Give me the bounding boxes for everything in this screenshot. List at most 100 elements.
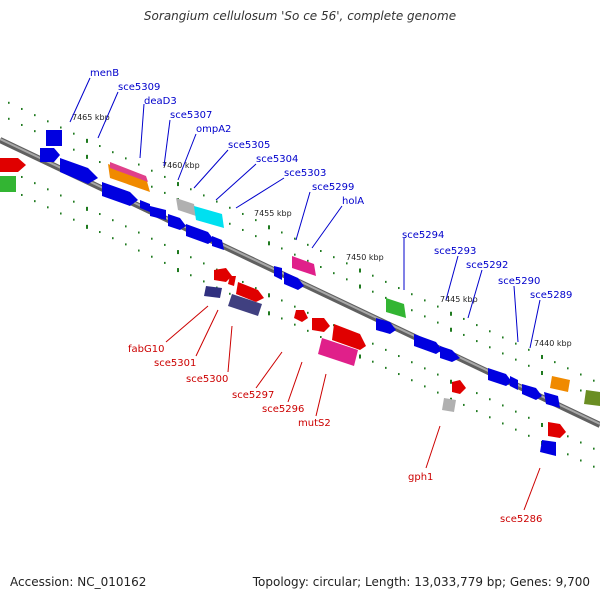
gene-feature[interactable]	[110, 162, 148, 182]
gene-label: holA	[342, 196, 364, 207]
track-tick-mark	[21, 175, 23, 178]
gene-feature[interactable]	[540, 440, 556, 456]
track-tick-mark	[255, 235, 257, 238]
gene-feature[interactable]	[386, 298, 406, 318]
gene-feature[interactable]	[60, 158, 98, 184]
track-tick-mark	[34, 114, 36, 117]
track-tick-mark	[164, 175, 166, 178]
gene-feature[interactable]	[442, 398, 456, 412]
track-tick-mark	[216, 200, 218, 203]
track-tick-mark	[164, 243, 166, 246]
track-tick-mark	[47, 120, 49, 123]
track-tick-mark	[294, 253, 296, 256]
gene-feature[interactable]	[550, 376, 570, 392]
gene-feature[interactable]	[228, 276, 236, 286]
track-tick-mark	[320, 250, 322, 252]
track-tick-mark	[476, 324, 478, 327]
gene-feature[interactable]	[194, 206, 224, 228]
track-tick-mark	[372, 342, 374, 345]
track-tick-mark	[281, 231, 283, 234]
gene-feature[interactable]	[452, 380, 466, 394]
gene-feature[interactable]	[228, 294, 262, 316]
track-tick-mark	[333, 272, 335, 275]
track-tick-mark	[580, 373, 582, 376]
track-tick-mark	[385, 296, 387, 299]
upper-gene-label-text: menB sce5309 deaD3 sce5307 ompA2 sce5305…	[90, 68, 572, 301]
track-tick-mark	[112, 151, 114, 154]
track-tick-mark	[8, 101, 10, 104]
track-tick-mark	[463, 317, 465, 320]
gene-feature[interactable]	[212, 236, 224, 250]
upper-gene-labels	[69, 77, 541, 349]
track-tick-mark	[164, 191, 166, 194]
track-tick-mark	[489, 416, 491, 419]
track-tick-mark	[8, 117, 10, 120]
gene-feature[interactable]	[0, 176, 16, 192]
gene-feature[interactable]	[40, 148, 60, 162]
track-tick-mark	[268, 311, 270, 316]
track-tick-mark	[177, 182, 179, 187]
track-tick-mark	[515, 342, 517, 345]
scale-tick-label: 7440 kbp	[534, 339, 572, 348]
track-tick-mark	[112, 237, 114, 240]
gene-feature[interactable]	[140, 200, 150, 212]
gene-feature[interactable]	[284, 272, 304, 290]
gene-feature[interactable]	[102, 182, 138, 206]
gene-feature[interactable]	[414, 334, 442, 354]
track-tick-mark	[229, 222, 231, 225]
track-tick-mark	[437, 305, 439, 308]
gene-feature[interactable]	[168, 214, 186, 230]
gene-feature[interactable]	[488, 368, 512, 386]
gene-feature[interactable]	[584, 390, 600, 406]
gene-feature[interactable]	[440, 346, 460, 362]
track-tick-mark	[359, 284, 361, 289]
track-tick-mark	[372, 360, 374, 363]
track-tick-mark	[125, 225, 127, 228]
track-tick-mark	[242, 212, 244, 215]
track-tick-mark	[138, 163, 140, 166]
gene-feature[interactable]	[294, 310, 308, 322]
gene-feature[interactable]	[214, 268, 232, 282]
track-tick-mark	[242, 280, 244, 283]
track-tick-mark	[73, 218, 75, 221]
gene-feature[interactable]	[236, 282, 264, 302]
track-tick-mark	[346, 278, 348, 281]
gene-feature[interactable]	[332, 324, 366, 350]
track-tick-mark	[463, 403, 465, 406]
gene-feature[interactable]	[176, 198, 196, 216]
gene-feature[interactable]	[204, 286, 222, 298]
gene-label: sce5299	[312, 182, 354, 193]
gene-feature[interactable]	[312, 318, 330, 332]
scale-tick-label: 7465 kbp	[72, 113, 110, 122]
track-tick-mark	[164, 261, 166, 264]
gene-feature[interactable]	[522, 384, 542, 400]
gene-feature[interactable]	[544, 392, 560, 408]
gene-label: sce5297	[232, 390, 274, 401]
track-tick-mark	[99, 213, 101, 216]
track-tick-mark	[268, 241, 270, 246]
gene-label: sce5309	[118, 82, 160, 93]
gene-feature[interactable]	[548, 422, 566, 438]
track-tick-mark	[307, 329, 309, 332]
gene-feature[interactable]	[510, 376, 518, 390]
gene-feature[interactable]	[46, 130, 62, 146]
gene-feature[interactable]	[0, 158, 26, 172]
track-tick-mark	[528, 416, 530, 419]
track-tick-mark	[203, 280, 205, 283]
track-tick-mark	[151, 169, 153, 172]
gene-feature[interactable]	[274, 266, 282, 280]
track-tick-mark	[489, 346, 491, 349]
gene-label: ompA2	[196, 124, 231, 135]
track-tick-mark	[541, 370, 543, 375]
gene-feature[interactable]	[318, 338, 358, 366]
track-tick-mark	[86, 154, 88, 159]
track-tick-mark	[86, 224, 88, 229]
gene-feature[interactable]	[292, 256, 316, 276]
track-tick-mark	[229, 292, 231, 295]
gene-label: sce5290	[498, 276, 540, 287]
gene-feature[interactable]	[376, 318, 396, 334]
gene-feature[interactable]	[150, 206, 166, 220]
track-tick-mark	[99, 231, 101, 234]
gene-feature[interactable]	[186, 224, 214, 244]
